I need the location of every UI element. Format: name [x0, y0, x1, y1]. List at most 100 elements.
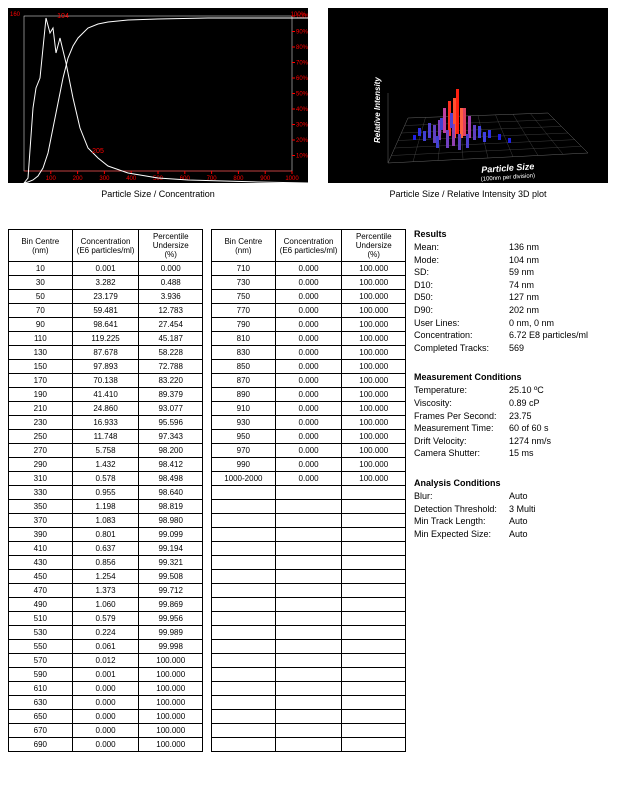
table-row: 8500.000100.000: [212, 360, 406, 374]
table-cell: 990: [212, 458, 276, 472]
table-cell: 99.099: [139, 528, 203, 542]
table-row-empty: [212, 654, 406, 668]
kv-row: Frames Per Second:23.75: [414, 410, 604, 423]
table-cell: 350: [9, 500, 73, 514]
column-header: Concentration(E6 particles/ml): [72, 230, 139, 262]
kv-row: Mean:136 nm: [414, 241, 604, 254]
table-cell: 730: [212, 276, 276, 290]
table-cell: 45.187: [139, 332, 203, 346]
kv-row: Mode:104 nm: [414, 254, 604, 267]
table-cell: 100.000: [342, 388, 406, 402]
table-cell: 0.001: [72, 668, 139, 682]
caption-right: Particle Size / Relative Intensity 3D pl…: [328, 189, 608, 199]
table-cell: 100.000: [139, 668, 203, 682]
table-cell: 30: [9, 276, 73, 290]
kv-row: Min Track Length:Auto: [414, 515, 604, 528]
table-row: 13087.67858.228: [9, 346, 203, 360]
intensity-3d-chart: Relative IntensityParticle Size(100nm pe…: [328, 8, 608, 183]
table-cell: 630: [9, 696, 73, 710]
table-cell: 100.000: [342, 290, 406, 304]
table-cell: 58.228: [139, 346, 203, 360]
table-cell: 150: [9, 360, 73, 374]
table-cell: 0.000: [275, 416, 342, 430]
table-row: 19041.41089.379: [9, 388, 203, 402]
table-row: 5900.001100.000: [9, 668, 203, 682]
svg-text:30%: 30%: [296, 123, 308, 129]
table-cell: 97.343: [139, 430, 203, 444]
table-cell: 99.956: [139, 612, 203, 626]
table-cell: 1000-2000: [212, 472, 276, 486]
kv-key: Frames Per Second:: [414, 410, 509, 423]
kv-key: Min Expected Size:: [414, 528, 509, 541]
table-cell: 930: [212, 416, 276, 430]
table-row-empty: [212, 640, 406, 654]
table-row: 9900.000100.000: [212, 458, 406, 472]
table-row-empty: [212, 598, 406, 612]
table-row: 7500.000100.000: [212, 290, 406, 304]
svg-text:104: 104: [57, 13, 69, 20]
side-column: Results Mean:136 nmMode:104 nmSD:59 nmD1…: [414, 229, 604, 558]
table-cell: 1.083: [72, 514, 139, 528]
table-cell: 0.637: [72, 542, 139, 556]
table-cell: 99.194: [139, 542, 203, 556]
table-cell: 770: [212, 304, 276, 318]
table-cell: 99.321: [139, 556, 203, 570]
table-row: 2901.43298.412: [9, 458, 203, 472]
table-row: 5023.1793.936: [9, 290, 203, 304]
table-row-empty: [212, 556, 406, 570]
table-row: 21024.86093.077: [9, 402, 203, 416]
kv-value: 25.10 ºC: [509, 384, 604, 397]
table-cell: 450: [9, 570, 73, 584]
table-row-empty: [212, 500, 406, 514]
table-row-empty: [212, 514, 406, 528]
table-row-empty: [212, 682, 406, 696]
table-cell: 0.801: [72, 528, 139, 542]
table-cell: 95.596: [139, 416, 203, 430]
table-row: 7100.000100.000: [212, 262, 406, 276]
table-row: 9098.64127.454: [9, 318, 203, 332]
kv-key: Viscosity:: [414, 397, 509, 410]
svg-text:900: 900: [260, 176, 271, 182]
table-cell: 190: [9, 388, 73, 402]
kv-value: 0.89 cP: [509, 397, 604, 410]
table-row: 6700.000100.000: [9, 724, 203, 738]
table-row: 9700.000100.000: [212, 444, 406, 458]
table-row: 9100.000100.000: [212, 402, 406, 416]
table-cell: 910: [212, 402, 276, 416]
table-cell: 41.410: [72, 388, 139, 402]
analysis-section: Analysis Conditions Blur:AutoDetection T…: [414, 478, 604, 540]
table-row-empty: [212, 710, 406, 724]
table-cell: 1.432: [72, 458, 139, 472]
table-cell: 970: [212, 444, 276, 458]
table-row: 4300.85699.321: [9, 556, 203, 570]
concentration-chart: 100200300400500600700800900100010%20%30%…: [8, 8, 308, 183]
kv-value: Auto: [509, 528, 604, 541]
table-cell: 550: [9, 640, 73, 654]
table-cell: 0.856: [72, 556, 139, 570]
svg-text:1000: 1000: [285, 176, 299, 182]
table-cell: 90: [9, 318, 73, 332]
table-cell: 93.077: [139, 402, 203, 416]
chart-right-container: Relative IntensityParticle Size(100nm pe…: [328, 8, 608, 183]
measurement-title: Measurement Conditions: [414, 372, 604, 382]
kv-row: User Lines:0 nm, 0 nm: [414, 317, 604, 330]
kv-key: Concentration:: [414, 329, 509, 342]
svg-text:80%: 80%: [296, 45, 308, 51]
svg-text:20%: 20%: [296, 138, 308, 144]
table-cell: 100.000: [139, 738, 203, 752]
table-row: 6900.000100.000: [9, 738, 203, 752]
kv-row: Drift Velocity:1274 nm/s: [414, 435, 604, 448]
table-row: 5100.57999.956: [9, 612, 203, 626]
kv-value: 1274 nm/s: [509, 435, 604, 448]
table-cell: 98.412: [139, 458, 203, 472]
table-cell: 310: [9, 472, 73, 486]
table-cell: 27.454: [139, 318, 203, 332]
table-cell: 0.000: [72, 724, 139, 738]
analysis-title: Analysis Conditions: [414, 478, 604, 488]
kv-value: 0 nm, 0 nm: [509, 317, 604, 330]
table-row: 4100.63799.194: [9, 542, 203, 556]
table-cell: 12.783: [139, 304, 203, 318]
table-cell: 100.000: [139, 696, 203, 710]
table-cell: 1.198: [72, 500, 139, 514]
table-row: 303.2820.488: [9, 276, 203, 290]
